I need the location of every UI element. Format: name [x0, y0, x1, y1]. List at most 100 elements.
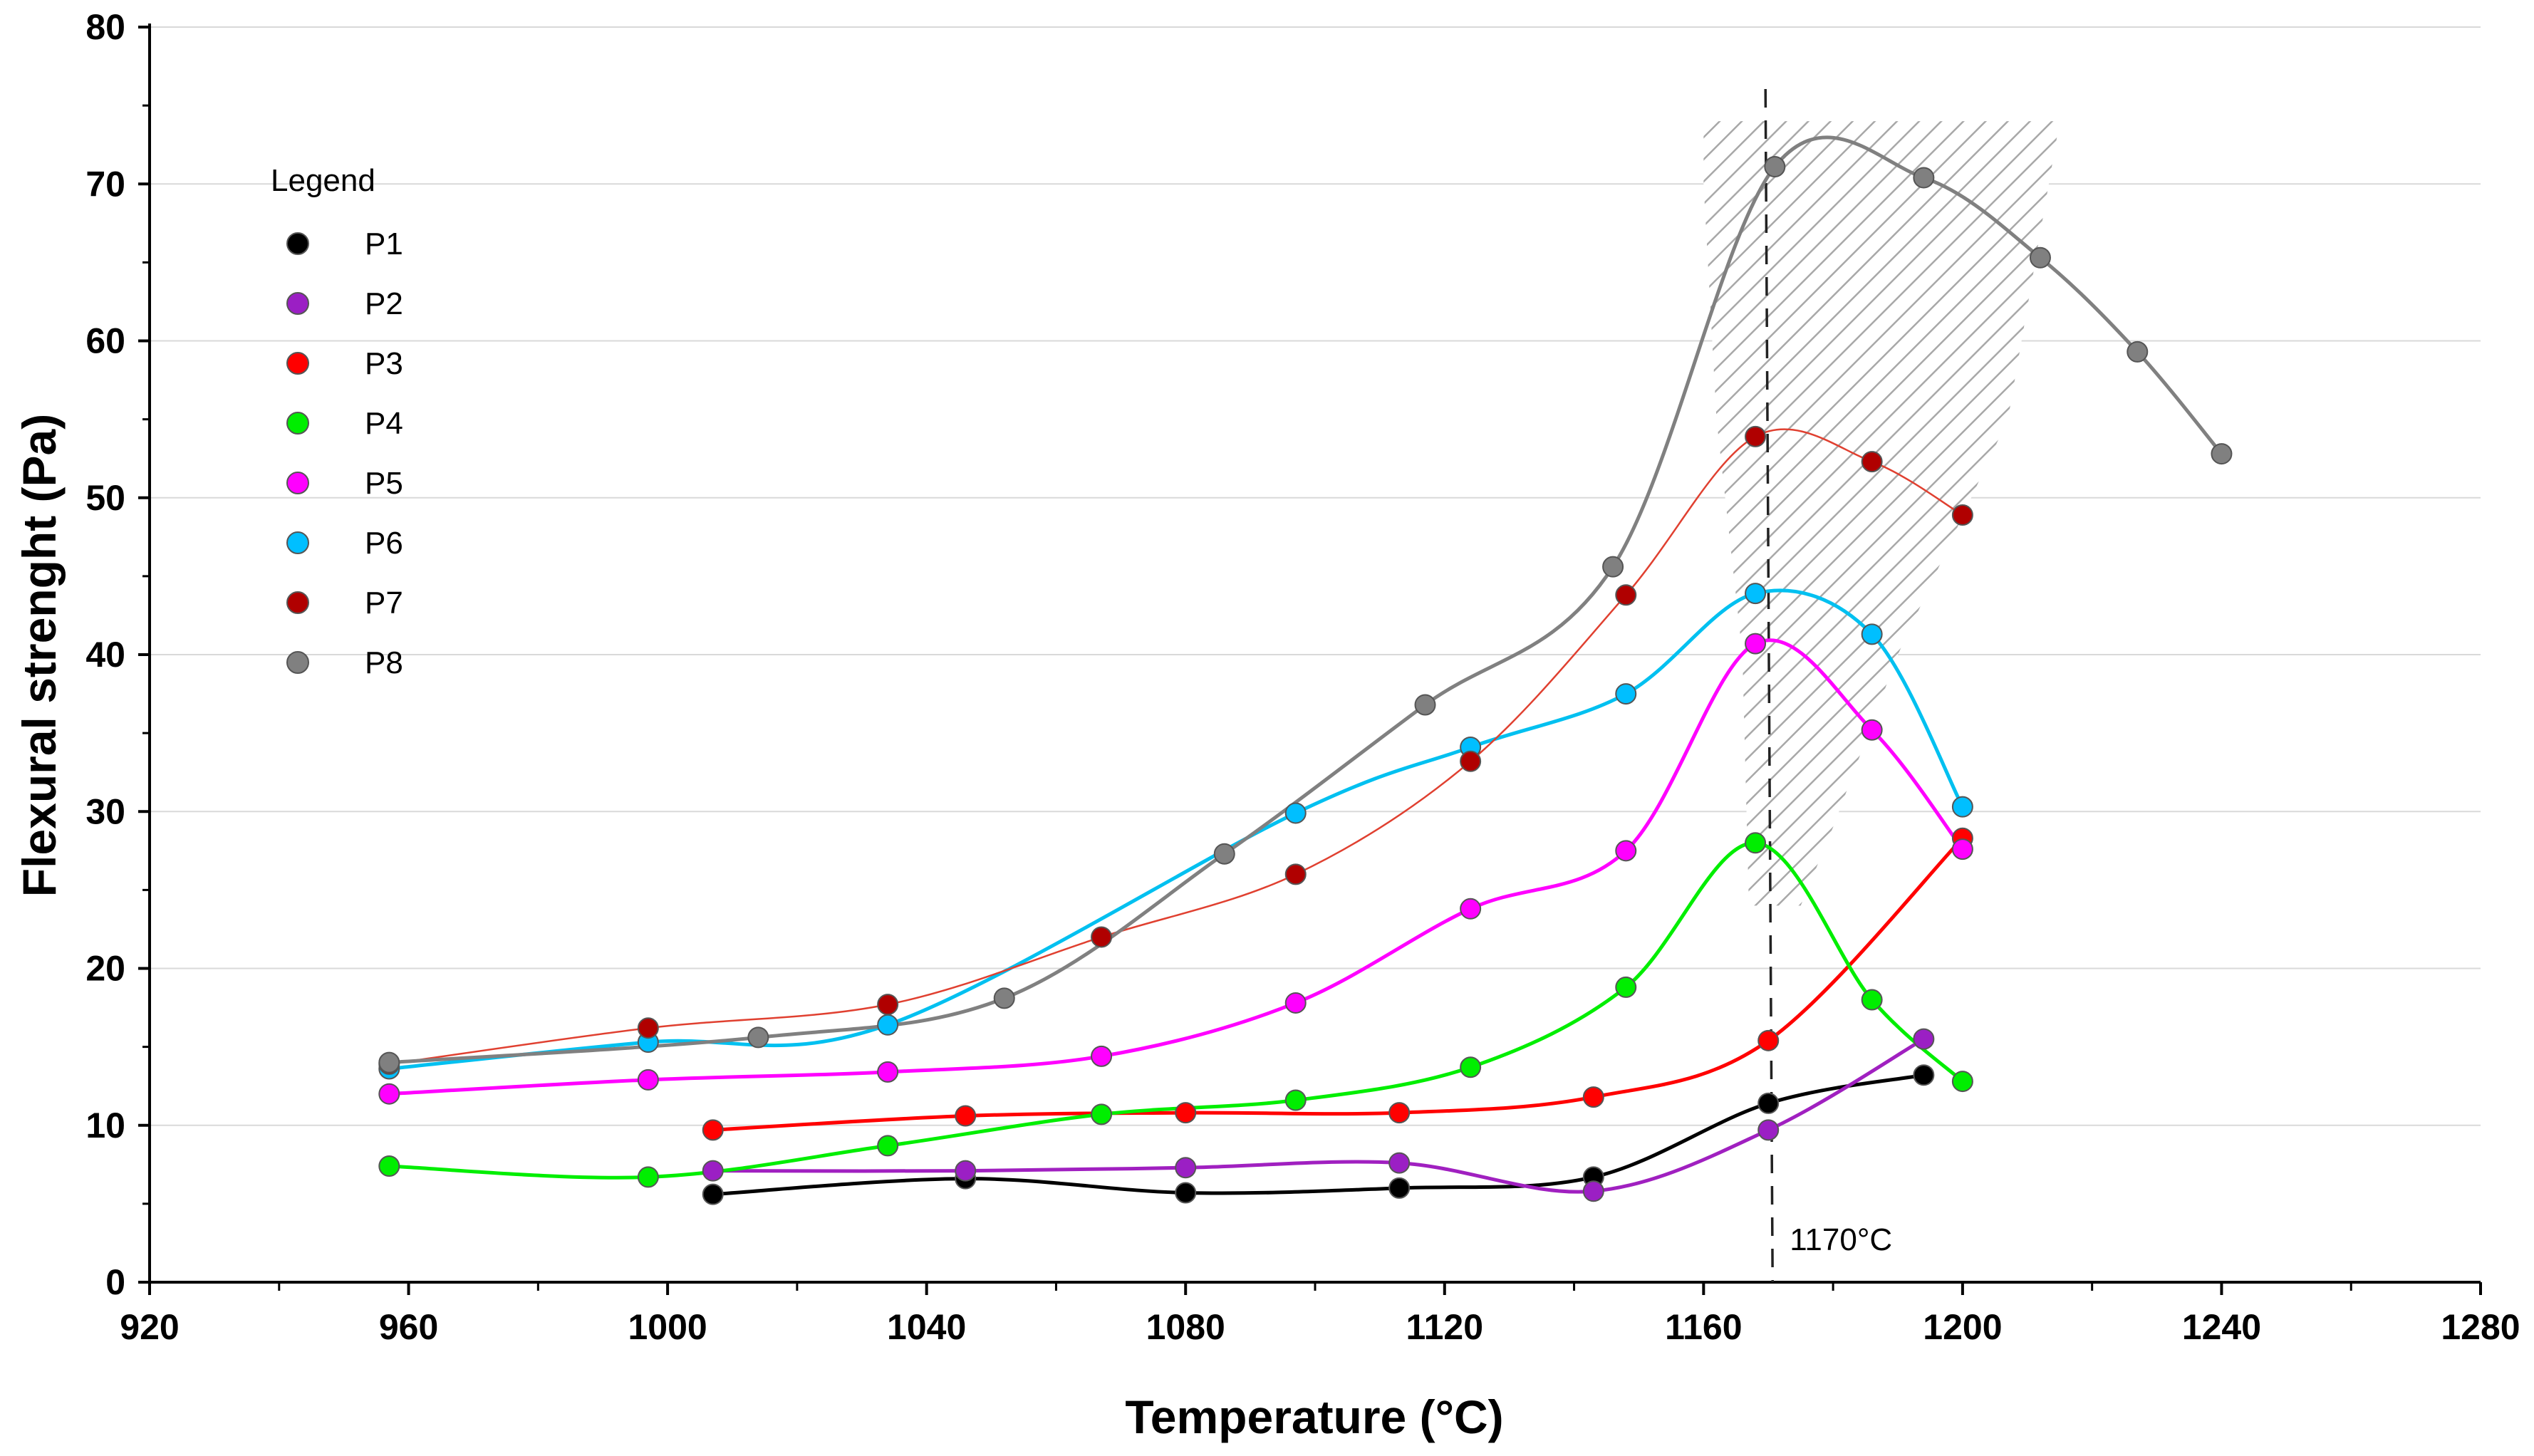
data-point-p4-6: [1615, 976, 1637, 998]
data-point-p8-1: [747, 1026, 769, 1049]
x-tick-label-1040: 1040: [887, 1307, 966, 1347]
data-point-p2-5: [1757, 1119, 1780, 1141]
data-point-p1-6: [1913, 1064, 1935, 1086]
data-point-p6-8: [1951, 796, 1973, 818]
data-point-p5-0: [378, 1083, 400, 1105]
x-tick-label-960: 960: [379, 1307, 438, 1347]
data-point-p5-7: [1745, 633, 1767, 655]
data-point-p3-4: [1582, 1086, 1604, 1108]
data-point-p7-5: [1460, 750, 1482, 772]
data-point-p8-7: [1913, 167, 1935, 189]
legend-label-p7: P7: [365, 586, 403, 620]
data-point-p6-6: [1745, 583, 1767, 605]
data-point-p2-1: [955, 1160, 977, 1182]
y-axis-title-unit: (Pa): [13, 414, 66, 503]
hatched-region: [1703, 121, 2060, 906]
annotation: 1170°C: [1764, 88, 1892, 1283]
legend-marker-p4: [286, 412, 309, 435]
annotation-line: [1764, 88, 1774, 1283]
data-point-p2-2: [1175, 1157, 1197, 1179]
data-point-p7-1: [637, 1017, 659, 1039]
data-point-p5-5: [1460, 898, 1482, 920]
series-line-p7: [389, 428, 1963, 1066]
y-tick-label-10: 10: [85, 1106, 125, 1145]
data-point-p4-2: [877, 1135, 899, 1157]
data-point-p6-3: [1284, 802, 1307, 824]
legend-label-p5: P5: [365, 466, 403, 501]
data-point-p8-6: [1764, 156, 1786, 178]
y-tick-label-80: 80: [85, 7, 125, 47]
data-point-p5-1: [637, 1068, 659, 1091]
data-point-p8-8: [2029, 246, 2051, 269]
gridlines: [150, 26, 2481, 1126]
data-point-p6-7: [1861, 623, 1883, 645]
data-point-p6-5: [1615, 683, 1637, 705]
axis-titles: Temperature (°C) Flexural strenght (Pa): [13, 414, 1504, 1443]
x-tick-label-1000: 1000: [628, 1307, 707, 1347]
legend-marker-p6: [286, 531, 309, 554]
legend-label-p1: P1: [365, 227, 403, 261]
data-point-p7-3: [1091, 926, 1113, 948]
data-point-p8-9: [2127, 340, 2149, 363]
data-point-p4-9: [1951, 1071, 1973, 1093]
legend-label-p8: P8: [365, 645, 403, 680]
y-axis-title-text: Flexural strenght: [13, 502, 66, 897]
x-tick-label-1080: 1080: [1146, 1307, 1225, 1347]
data-point-p4-3: [1091, 1103, 1113, 1125]
legend-label-p6: P6: [365, 526, 403, 561]
data-point-p5-9: [1951, 838, 1973, 860]
x-axis-title-unit: (°C): [1420, 1390, 1504, 1443]
data-point-p2-0: [702, 1160, 724, 1182]
data-point-p8-4: [1414, 694, 1436, 716]
data-point-p1-5: [1757, 1092, 1780, 1114]
data-point-p3-0: [702, 1119, 724, 1141]
data-point-p4-7: [1745, 832, 1767, 854]
data-point-p8-3: [1213, 843, 1235, 865]
data-point-p4-8: [1861, 989, 1883, 1011]
series-line-p4: [389, 841, 1964, 1180]
y-axis-title: Flexural strenght (Pa): [13, 414, 66, 897]
x-axis-title: Temperature (°C): [1125, 1390, 1503, 1443]
data-point-p5-4: [1284, 992, 1307, 1014]
legend-marker-p7: [286, 591, 309, 614]
data-point-p3-1: [955, 1105, 977, 1127]
data-point-p8-5: [1602, 556, 1624, 578]
series-line-p5: [389, 638, 1964, 1096]
legend-label-p3: P3: [365, 346, 403, 381]
legend-marker-p5: [286, 472, 309, 494]
data-point-p7-8: [1861, 451, 1883, 473]
data-point-p1-2: [1175, 1182, 1197, 1204]
y-tick-label-0: 0: [105, 1262, 125, 1302]
legend: Legend P1 P2 P3 P4 P5 P6 P7 P8: [271, 163, 403, 680]
data-point-p8-10: [2211, 443, 2233, 465]
data-point-p3-5: [1757, 1029, 1780, 1051]
series-line-p6: [389, 588, 1965, 1071]
y-tick-label-70: 70: [85, 164, 125, 204]
data-point-p8-0: [378, 1051, 400, 1073]
legend-label-p2: P2: [365, 286, 403, 321]
data-point-p2-6: [1913, 1028, 1935, 1050]
x-tick-label-1240: 1240: [2182, 1307, 2261, 1347]
y-tick-label-50: 50: [85, 478, 125, 518]
data-point-p4-5: [1460, 1056, 1482, 1078]
data-point-p1-3: [1388, 1177, 1411, 1199]
x-tick-label-1160: 1160: [1665, 1307, 1742, 1347]
y-tick-label-20: 20: [85, 949, 125, 989]
data-point-p3-2: [1175, 1102, 1197, 1124]
data-point-p4-1: [637, 1166, 659, 1188]
legend-marker-p1: [286, 232, 309, 255]
x-axis-title-text: Temperature: [1125, 1390, 1419, 1443]
data-point-p7-9: [1951, 504, 1973, 526]
y-tick-label-30: 30: [85, 791, 125, 831]
x-tick-label-1120: 1120: [1406, 1307, 1483, 1347]
data-point-p5-2: [877, 1061, 899, 1083]
x-tick-label-1280: 1280: [2441, 1307, 2520, 1347]
data-point-p4-0: [378, 1155, 400, 1177]
data-point-p5-6: [1615, 840, 1637, 862]
annotation-label: 1170°C: [1790, 1222, 1892, 1257]
data-point-p5-3: [1091, 1045, 1113, 1067]
y-tick-label-40: 40: [85, 635, 125, 675]
data-point-p3-3: [1388, 1102, 1411, 1124]
legend-title: Legend: [271, 163, 375, 198]
